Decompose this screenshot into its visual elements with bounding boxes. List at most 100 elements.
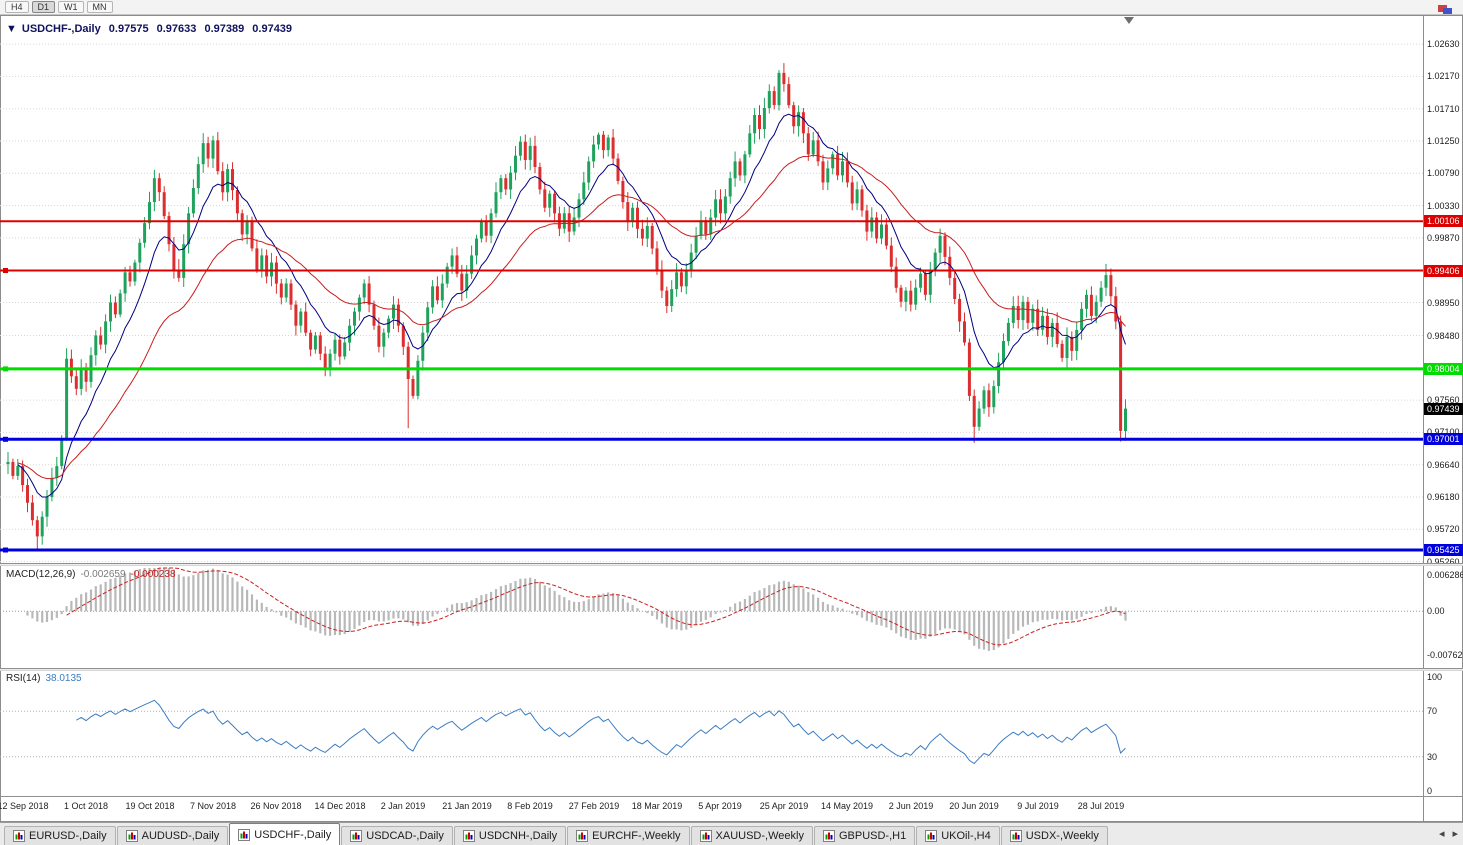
- price-scale-label: 0.98950: [1427, 297, 1460, 308]
- macd-value-signal: -0.000238: [130, 569, 176, 580]
- current-price-badge: 0.97439: [1424, 402, 1463, 415]
- tab-scroll-right-icon[interactable]: ▸: [1452, 828, 1458, 840]
- macd-name: MACD(12,26,9): [6, 569, 76, 580]
- mini-chart-icon: [699, 830, 712, 842]
- timeframe-button-w1[interactable]: W1: [58, 1, 84, 13]
- time-axis-label: 28 Jul 2019: [1077, 801, 1125, 811]
- time-axis-label: 27 Feb 2019: [568, 801, 620, 811]
- price-scale-label: 0.98480: [1427, 330, 1460, 341]
- collapse-arrow-icon[interactable]: ▼: [6, 23, 17, 35]
- tab-eurchf-weekly[interactable]: EURCHF-,Weekly: [567, 826, 690, 845]
- tab-label: USDX-,Weekly: [1025, 830, 1099, 842]
- mini-chart-icon: [350, 830, 363, 842]
- panel-splitter-macd[interactable]: [0, 563, 1463, 566]
- timeframe-button-d1[interactable]: D1: [31, 1, 56, 13]
- macd-label: MACD(12,26,9) -0.002659 -0.000238: [6, 569, 181, 580]
- rsi-scale-label: 30: [1427, 751, 1438, 762]
- ma-10-line: [17, 113, 1126, 498]
- ohlc-close: 0.97439: [252, 23, 293, 35]
- chart-shift-marker[interactable]: [1124, 17, 1134, 24]
- new-chart-glyph: [1438, 5, 1452, 14]
- price-line-badge: 0.99406: [1424, 264, 1463, 277]
- price-scale-label: 0.95720: [1427, 524, 1460, 535]
- time-axis-label: 26 Nov 2018: [250, 801, 302, 811]
- price-scale-label: 1.00790: [1427, 168, 1460, 179]
- time-axis-label: 25 Apr 2019: [759, 801, 809, 811]
- horizontal-lines-layer: [0, 220, 1423, 553]
- line-handle[interactable]: [3, 436, 8, 442]
- price-scale-border: [1423, 15, 1424, 822]
- line-handle[interactable]: [3, 268, 8, 273]
- tab-label: UKOil-,H4: [941, 830, 991, 842]
- macd-scale-label: 0.006286: [1427, 570, 1463, 580]
- time-axis-label: 9 Jul 2019: [1017, 801, 1059, 811]
- price-scale-label: 1.00330: [1427, 200, 1460, 211]
- tab-label: EURUSD-,Daily: [29, 830, 107, 842]
- timeframe-button-h4[interactable]: H4: [5, 1, 29, 13]
- rsi-scale-label: 0: [1427, 786, 1433, 796]
- price-line-badge: 0.97001: [1424, 433, 1463, 446]
- tab-label: USDCNH-,Daily: [478, 830, 558, 842]
- timeframe-button-mn[interactable]: MN: [86, 1, 113, 13]
- ohlc-open: 0.97575: [108, 23, 149, 35]
- macd-scale-label: 0.00: [1427, 606, 1445, 617]
- ohlc-high: 0.97633: [156, 23, 197, 35]
- mini-chart-icon: [1009, 830, 1022, 842]
- macd-histogram: [26, 568, 1127, 651]
- price-scale-label: 0.97560: [1427, 395, 1460, 406]
- tab-label: USDCAD-,Daily: [366, 830, 444, 842]
- mini-chart-icon: [925, 830, 938, 842]
- price-line-badge: 1.00106: [1424, 215, 1463, 228]
- line-handle[interactable]: [3, 366, 8, 372]
- rsi-line: [76, 699, 1126, 765]
- time-axis-label: 2 Jan 2019: [380, 801, 426, 811]
- chart-window: [0, 15, 1463, 822]
- tab-audusd-daily[interactable]: AUDUSD-,Daily: [116, 826, 229, 845]
- tab-usdcnh-daily[interactable]: USDCNH-,Daily: [453, 826, 567, 845]
- time-axis-label: 7 Nov 2018: [189, 801, 237, 811]
- mini-chart-icon: [125, 830, 138, 842]
- chart-symbol-period: USDCHF-,Daily: [21, 23, 101, 35]
- tab-scroll-controls: ◂ ▸: [1439, 827, 1458, 841]
- line-handle[interactable]: [3, 547, 8, 553]
- tab-ukoil-h4[interactable]: UKOil-,H4: [916, 826, 1000, 845]
- new-chart-icon[interactable]: [1437, 2, 1453, 20]
- price-line-badge: 0.95425: [1424, 544, 1463, 556]
- macd-scale-label: -0.00762: [1427, 650, 1463, 661]
- price-gridlines: [0, 43, 1423, 563]
- time-axis-label: 12 Sep 2018: [0, 801, 49, 811]
- timeframe-toolbar: H4 D1 W1 MN: [0, 0, 1463, 15]
- price-scale-label: 1.02170: [1427, 71, 1460, 82]
- tab-label: GBPUSD-,H1: [838, 830, 907, 842]
- time-axis-label: 14 Dec 2018: [314, 801, 366, 811]
- symbol-tab-bar: EURUSD-,Daily AUDUSD-,Daily USDCHF-,Daily U…: [0, 822, 1463, 845]
- tab-usdchf-daily[interactable]: USDCHF-,Daily: [229, 823, 341, 845]
- time-axis-label: 14 May 2019: [820, 801, 874, 811]
- mini-chart-icon: [822, 830, 835, 842]
- mini-chart-icon: [462, 830, 475, 842]
- rsi-scale-label: 100: [1427, 672, 1443, 682]
- tab-eurusd-daily[interactable]: EURUSD-,Daily: [4, 826, 116, 845]
- tab-usdcad-daily[interactable]: USDCAD-,Daily: [341, 826, 453, 845]
- panel-splitter-rsi[interactable]: [0, 668, 1463, 671]
- tab-label: AUDUSD-,Daily: [141, 830, 220, 842]
- tab-usdx-weekly[interactable]: USDX-,Weekly: [1000, 826, 1108, 845]
- mini-chart-icon: [238, 828, 251, 841]
- tab-gbpusd-h1[interactable]: GBPUSD-,H1: [813, 826, 916, 845]
- price-scale-label: 1.01250: [1427, 136, 1460, 146]
- tab-label: XAUUSD-,Weekly: [715, 830, 804, 842]
- time-axis-separator: [0, 796, 1463, 797]
- mini-chart-icon: [576, 830, 589, 842]
- time-axis-label: 8 Feb 2019: [507, 801, 553, 811]
- price-scale-label: 0.95260: [1427, 556, 1460, 567]
- macd-signal-line: [66, 567, 1126, 646]
- price-scale-label: 0.96640: [1427, 459, 1460, 470]
- price-scale-label: 1.02630: [1427, 39, 1460, 50]
- time-axis-label: 21 Jan 2019: [442, 801, 492, 811]
- tab-xauusd-weekly[interactable]: XAUUSD-,Weekly: [690, 826, 813, 845]
- chart-title: ▼ USDCHF-,Daily 0.97575 0.97633 0.97389 0…: [6, 23, 297, 35]
- macd-value-main: -0.002659: [80, 569, 126, 580]
- rsi-label: RSI(14) 38.0135: [6, 673, 87, 684]
- tab-scroll-left-icon[interactable]: ◂: [1438, 828, 1445, 840]
